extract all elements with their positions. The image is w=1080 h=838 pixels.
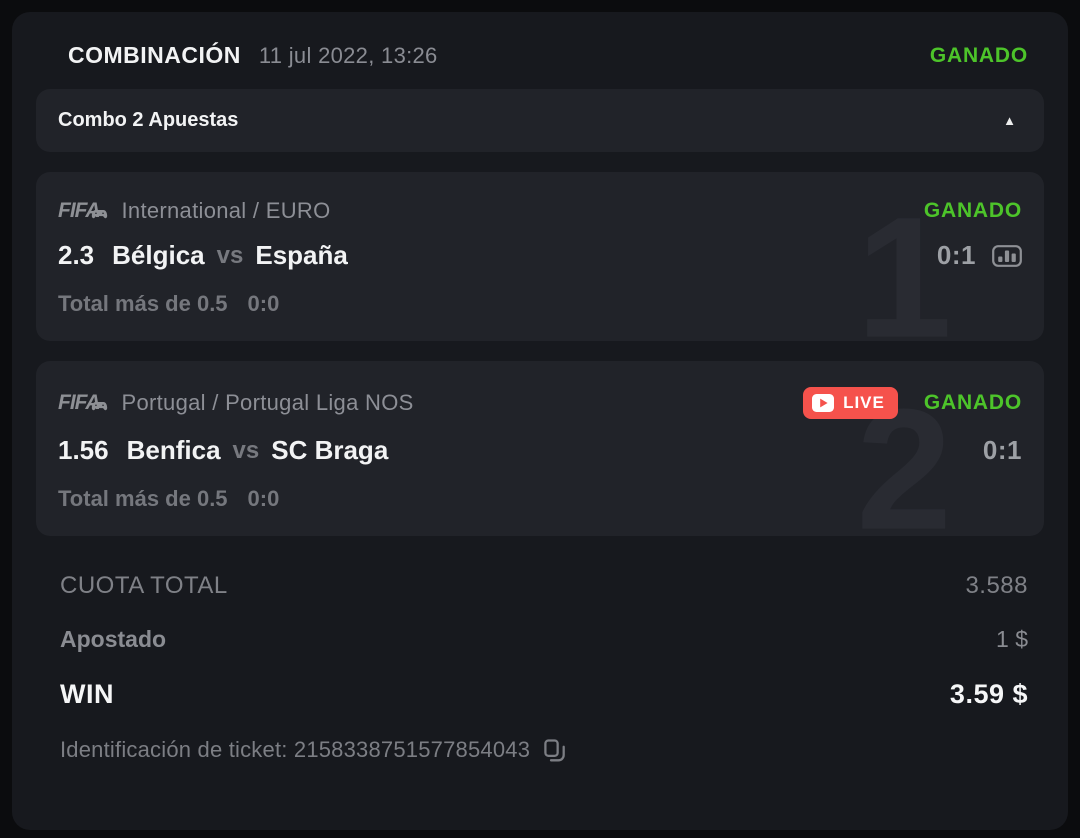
match-stats-icon[interactable] [992, 244, 1022, 267]
fifa-esports-icon: FIFA [58, 199, 108, 223]
total-odds-label: CUOTA TOTAL [60, 572, 228, 599]
bet-2-market-row: Total más de 0.5 0:0 [58, 486, 1022, 512]
vs-label: vs [232, 436, 260, 464]
copy-icon[interactable] [544, 738, 565, 762]
gamepad-icon [91, 402, 107, 411]
ticket-id-label: Identificación de ticket: 21583387515778… [60, 737, 531, 762]
bet-1-market: Total más de 0.5 [58, 291, 228, 316]
bet-card-1: 1 FIFA International / EURO GANADO 2.3 B… [36, 172, 1044, 341]
bet-1-home-team: Bélgica [112, 240, 205, 270]
bet-2-league: Portugal / Portugal Liga NOS [121, 390, 414, 415]
ticket-id-row: Identificación de ticket: 21583387515778… [12, 723, 1068, 789]
ticket-header: COMBINACIÓN 11 jul 2022, 13:26 GANADO [12, 12, 1068, 89]
bet-1-away-team: España [255, 240, 348, 270]
bet-card-2: 2 FIFA Portugal / Portugal Liga NOS LIVE… [36, 361, 1044, 536]
bet-1-market-score: 0:0 [247, 291, 280, 316]
bet-ticket-card: COMBINACIÓN 11 jul 2022, 13:26 GANADO Co… [12, 12, 1068, 830]
bet-2-score: 0:1 [982, 435, 1022, 465]
live-label: LIVE [843, 393, 885, 412]
bet-1-odds: 2.3 [58, 240, 95, 270]
collapse-arrow-icon[interactable]: ▲ [1003, 113, 1016, 128]
bet-2-status-badge: GANADO [923, 391, 1022, 414]
win-row: WIN 3.59 $ [12, 666, 1068, 723]
gamepad-icon [91, 210, 107, 219]
fifa-esports-icon: FIFA [58, 391, 108, 415]
total-odds-value: 3.588 [965, 572, 1028, 599]
win-value: 3.59 $ [949, 679, 1028, 709]
bet-2-odds: 1.56 [58, 435, 109, 465]
bet-2-market-score: 0:0 [247, 486, 280, 511]
stake-label: Apostado [60, 626, 167, 652]
bet-1-market-row: Total más de 0.5 0:0 [58, 291, 1022, 317]
play-icon [812, 394, 835, 412]
bet-1-score: 0:1 [936, 240, 976, 270]
bet-2-away-team: SC Braga [271, 435, 389, 465]
ticket-status-badge: GANADO [929, 43, 1028, 67]
bet-1-status-badge: GANADO [923, 199, 1022, 222]
combo-label: Combo 2 Apuestas [58, 109, 239, 131]
vs-label: vs [216, 241, 244, 269]
bet-1-match-row: 2.3 Bélgica vs España 0:1 [58, 240, 1022, 271]
bet-2-match-row: 1.56 Benfica vs SC Braga 0:1 [58, 435, 1022, 466]
bet-2-market: Total más de 0.5 [58, 486, 228, 511]
bet-1-league: International / EURO [121, 198, 331, 223]
win-label: WIN [60, 679, 114, 709]
stake-row: Apostado 1 $ [12, 613, 1068, 666]
combo-header-bar[interactable]: Combo 2 Apuestas ▲ [36, 89, 1044, 152]
bet-1-header-row: FIFA International / EURO GANADO [58, 198, 1022, 224]
bet-2-home-team: Benfica [126, 435, 221, 465]
stake-value: 1 $ [996, 626, 1028, 652]
live-badge: LIVE [803, 387, 898, 419]
ticket-date: 11 jul 2022, 13:26 [258, 42, 438, 68]
bet-2-header-row: FIFA Portugal / Portugal Liga NOS LIVE G… [58, 387, 1022, 419]
total-odds-row: CUOTA TOTAL 3.588 [12, 556, 1068, 613]
ticket-type-title: COMBINACIÓN [68, 42, 241, 68]
